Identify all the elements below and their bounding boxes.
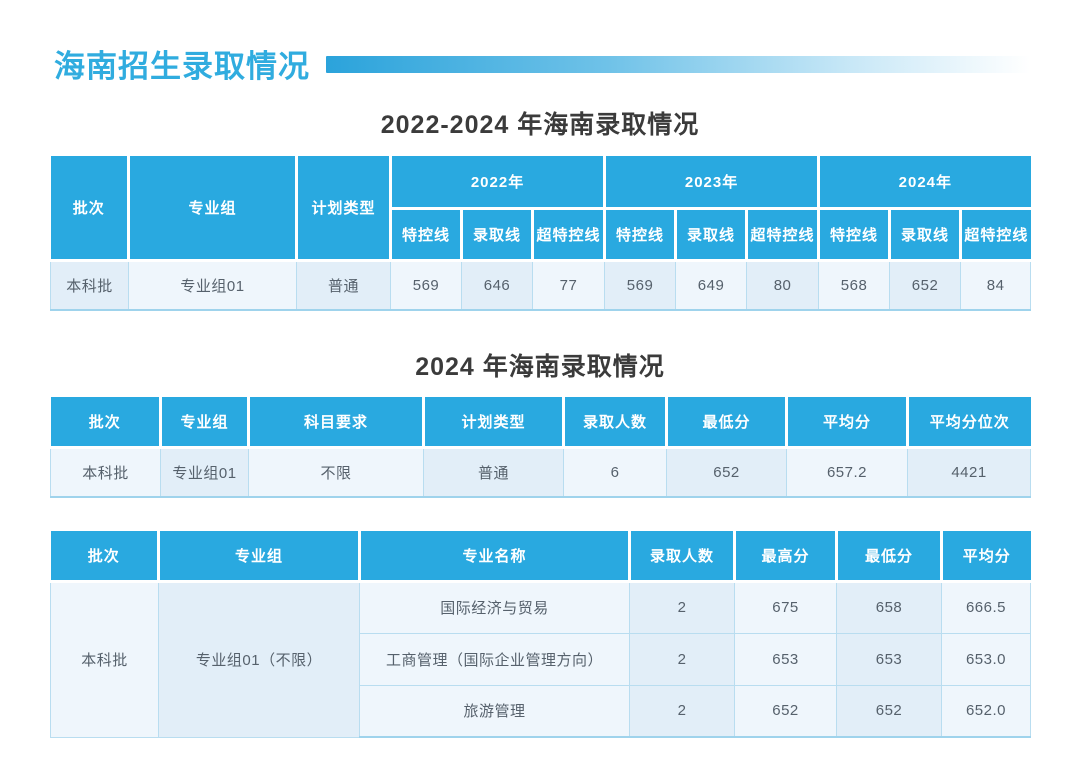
spacer (50, 498, 1030, 531)
cell-min-score: 652 (666, 446, 787, 498)
cell-admit-count: 2 (629, 580, 735, 634)
th-special-control-line: 特控线 (603, 206, 678, 262)
th-above-special-line: 超特控线 (530, 206, 607, 262)
cell-admit-count: 2 (629, 632, 735, 686)
cell-value: 646 (461, 259, 533, 311)
table1-title: 2022-2024 年海南录取情况 (380, 111, 700, 139)
th-admission-line: 录取线 (460, 206, 534, 262)
table-row: 本科批 专业组01 不限 普通 6 652 657.2 4421 (50, 446, 1031, 498)
page-header: 海南招生录取情况 (54, 44, 1030, 84)
cell-major-group: 专业组01（不限） (158, 580, 360, 738)
table-row: 工商管理（国际企业管理方向） 2 653 653 653.0 (51, 632, 1031, 686)
th-admission-line: 录取线 (888, 206, 963, 262)
admissions-2022-2024-table: 批次 专业组 计划类型 2022年 2023年 2024年 特控线 录取线 超特… (50, 156, 1032, 311)
cell-batch: 本科批 (50, 580, 159, 738)
th-admit-count: 录取人数 (628, 531, 736, 583)
th-special-control-line: 特控线 (817, 206, 892, 262)
cell-value: 569 (604, 259, 677, 311)
th-avg-score: 平均分 (785, 397, 909, 449)
cell-value: 77 (531, 259, 606, 311)
cell-min-score: 652 (836, 684, 942, 738)
cell-major-name: 国际经济与贸易 (359, 580, 630, 634)
table2-header-row: 批次 专业组 科目要求 计划类型 录取人数 最低分 平均分 平均分位次 (50, 397, 1031, 449)
table3-header-row: 批次 专业组 专业名称 录取人数 最高分 最低分 平均分 (50, 531, 1031, 583)
th-subject-requirement: 科目要求 (247, 397, 425, 449)
th-batch: 批次 (50, 156, 130, 262)
table-row: 本科批 专业组01 普通 569 646 77 569 649 80 568 6… (50, 259, 1032, 311)
cell-batch: 本科批 (50, 446, 161, 498)
cell-plan-type: 普通 (296, 259, 391, 311)
cell-max-score: 675 (734, 580, 837, 634)
th-major-name: 专业名称 (358, 531, 631, 583)
cell-avg-score: 657.2 (786, 446, 908, 498)
page-title: 海南招生录取情况 (54, 48, 310, 84)
th-admit-count: 录取人数 (562, 397, 668, 449)
table-row: 本科批 专业组01（不限） 国际经济与贸易 2 675 658 666.5 (50, 580, 1031, 738)
th-major-group: 专业组 (127, 156, 298, 262)
cell-value: 84 (960, 259, 1032, 311)
th-major-group: 专业组 (157, 531, 361, 583)
table1-header-row-1: 批次 专业组 计划类型 2022年 2023年 2024年 (50, 156, 1031, 262)
cell-batch: 本科批 (50, 259, 129, 311)
title-accent-bar (326, 56, 1030, 73)
th-year-2022: 2022年 (388, 156, 607, 210)
admissions-by-major-table: 批次 专业组 专业名称 录取人数 最高分 最低分 平均分 本科批 专业组01（不… (50, 531, 1031, 738)
th-batch: 批次 (50, 397, 162, 449)
th-major-group: 专业组 (159, 397, 250, 449)
cell-value: 80 (746, 259, 820, 311)
th-min-score: 最低分 (665, 397, 788, 449)
cell-value: 652 (889, 259, 962, 311)
admissions-2024-summary-table: 批次 专业组 科目要求 计划类型 录取人数 最低分 平均分 平均分位次 本科批 … (50, 397, 1031, 498)
th-above-special-line: 超特控线 (745, 206, 821, 262)
cell-major-group: 专业组01 (128, 259, 297, 311)
cell-avg-score: 666.5 (941, 580, 1031, 634)
th-year-2024: 2024年 (817, 156, 1031, 210)
cell-subject-requirement: 不限 (248, 446, 424, 498)
cell-avg-score: 653.0 (941, 632, 1031, 686)
cell-min-score: 658 (836, 580, 942, 634)
cell-max-score: 653 (734, 632, 837, 686)
cell-value: 568 (818, 259, 891, 311)
cell-major-name: 旅游管理 (359, 684, 630, 738)
cell-max-score: 652 (734, 684, 837, 738)
cell-admit-count: 2 (629, 684, 735, 738)
table2-title: 2024 年海南录取情况 (415, 353, 665, 381)
cell-avg-score: 652.0 (941, 684, 1031, 738)
cell-min-score: 653 (836, 632, 942, 686)
th-special-control-line: 特控线 (390, 206, 463, 262)
th-admission-line: 录取线 (674, 206, 749, 262)
th-plan-type: 计划类型 (422, 397, 565, 449)
table1-header-row-2: 特控线 录取线 超特控线 特控线 录取线 超特控线 特控线 录取线 超特控线 (51, 206, 1031, 262)
th-min-score: 最低分 (835, 531, 943, 583)
th-plan-type: 计划类型 (295, 156, 392, 262)
cell-value: 649 (675, 259, 748, 311)
cell-avg-rank: 4421 (907, 446, 1031, 498)
table-row: 旅游管理 2 652 652 652.0 (51, 684, 1031, 738)
cell-major-name: 工商管理（国际企业管理方向） (359, 632, 630, 686)
th-avg-rank: 平均分位次 (906, 397, 1031, 449)
cell-plan-type: 普通 (423, 446, 564, 498)
th-above-special-line: 超特控线 (959, 206, 1031, 262)
cell-admit-count: 6 (563, 446, 667, 498)
cell-value: 569 (390, 259, 462, 311)
cell-major-group: 专业组01 (160, 446, 249, 498)
th-max-score: 最高分 (733, 531, 838, 583)
th-batch: 批次 (50, 531, 160, 583)
th-avg-score: 平均分 (940, 531, 1031, 583)
th-year-2023: 2023年 (603, 156, 821, 210)
